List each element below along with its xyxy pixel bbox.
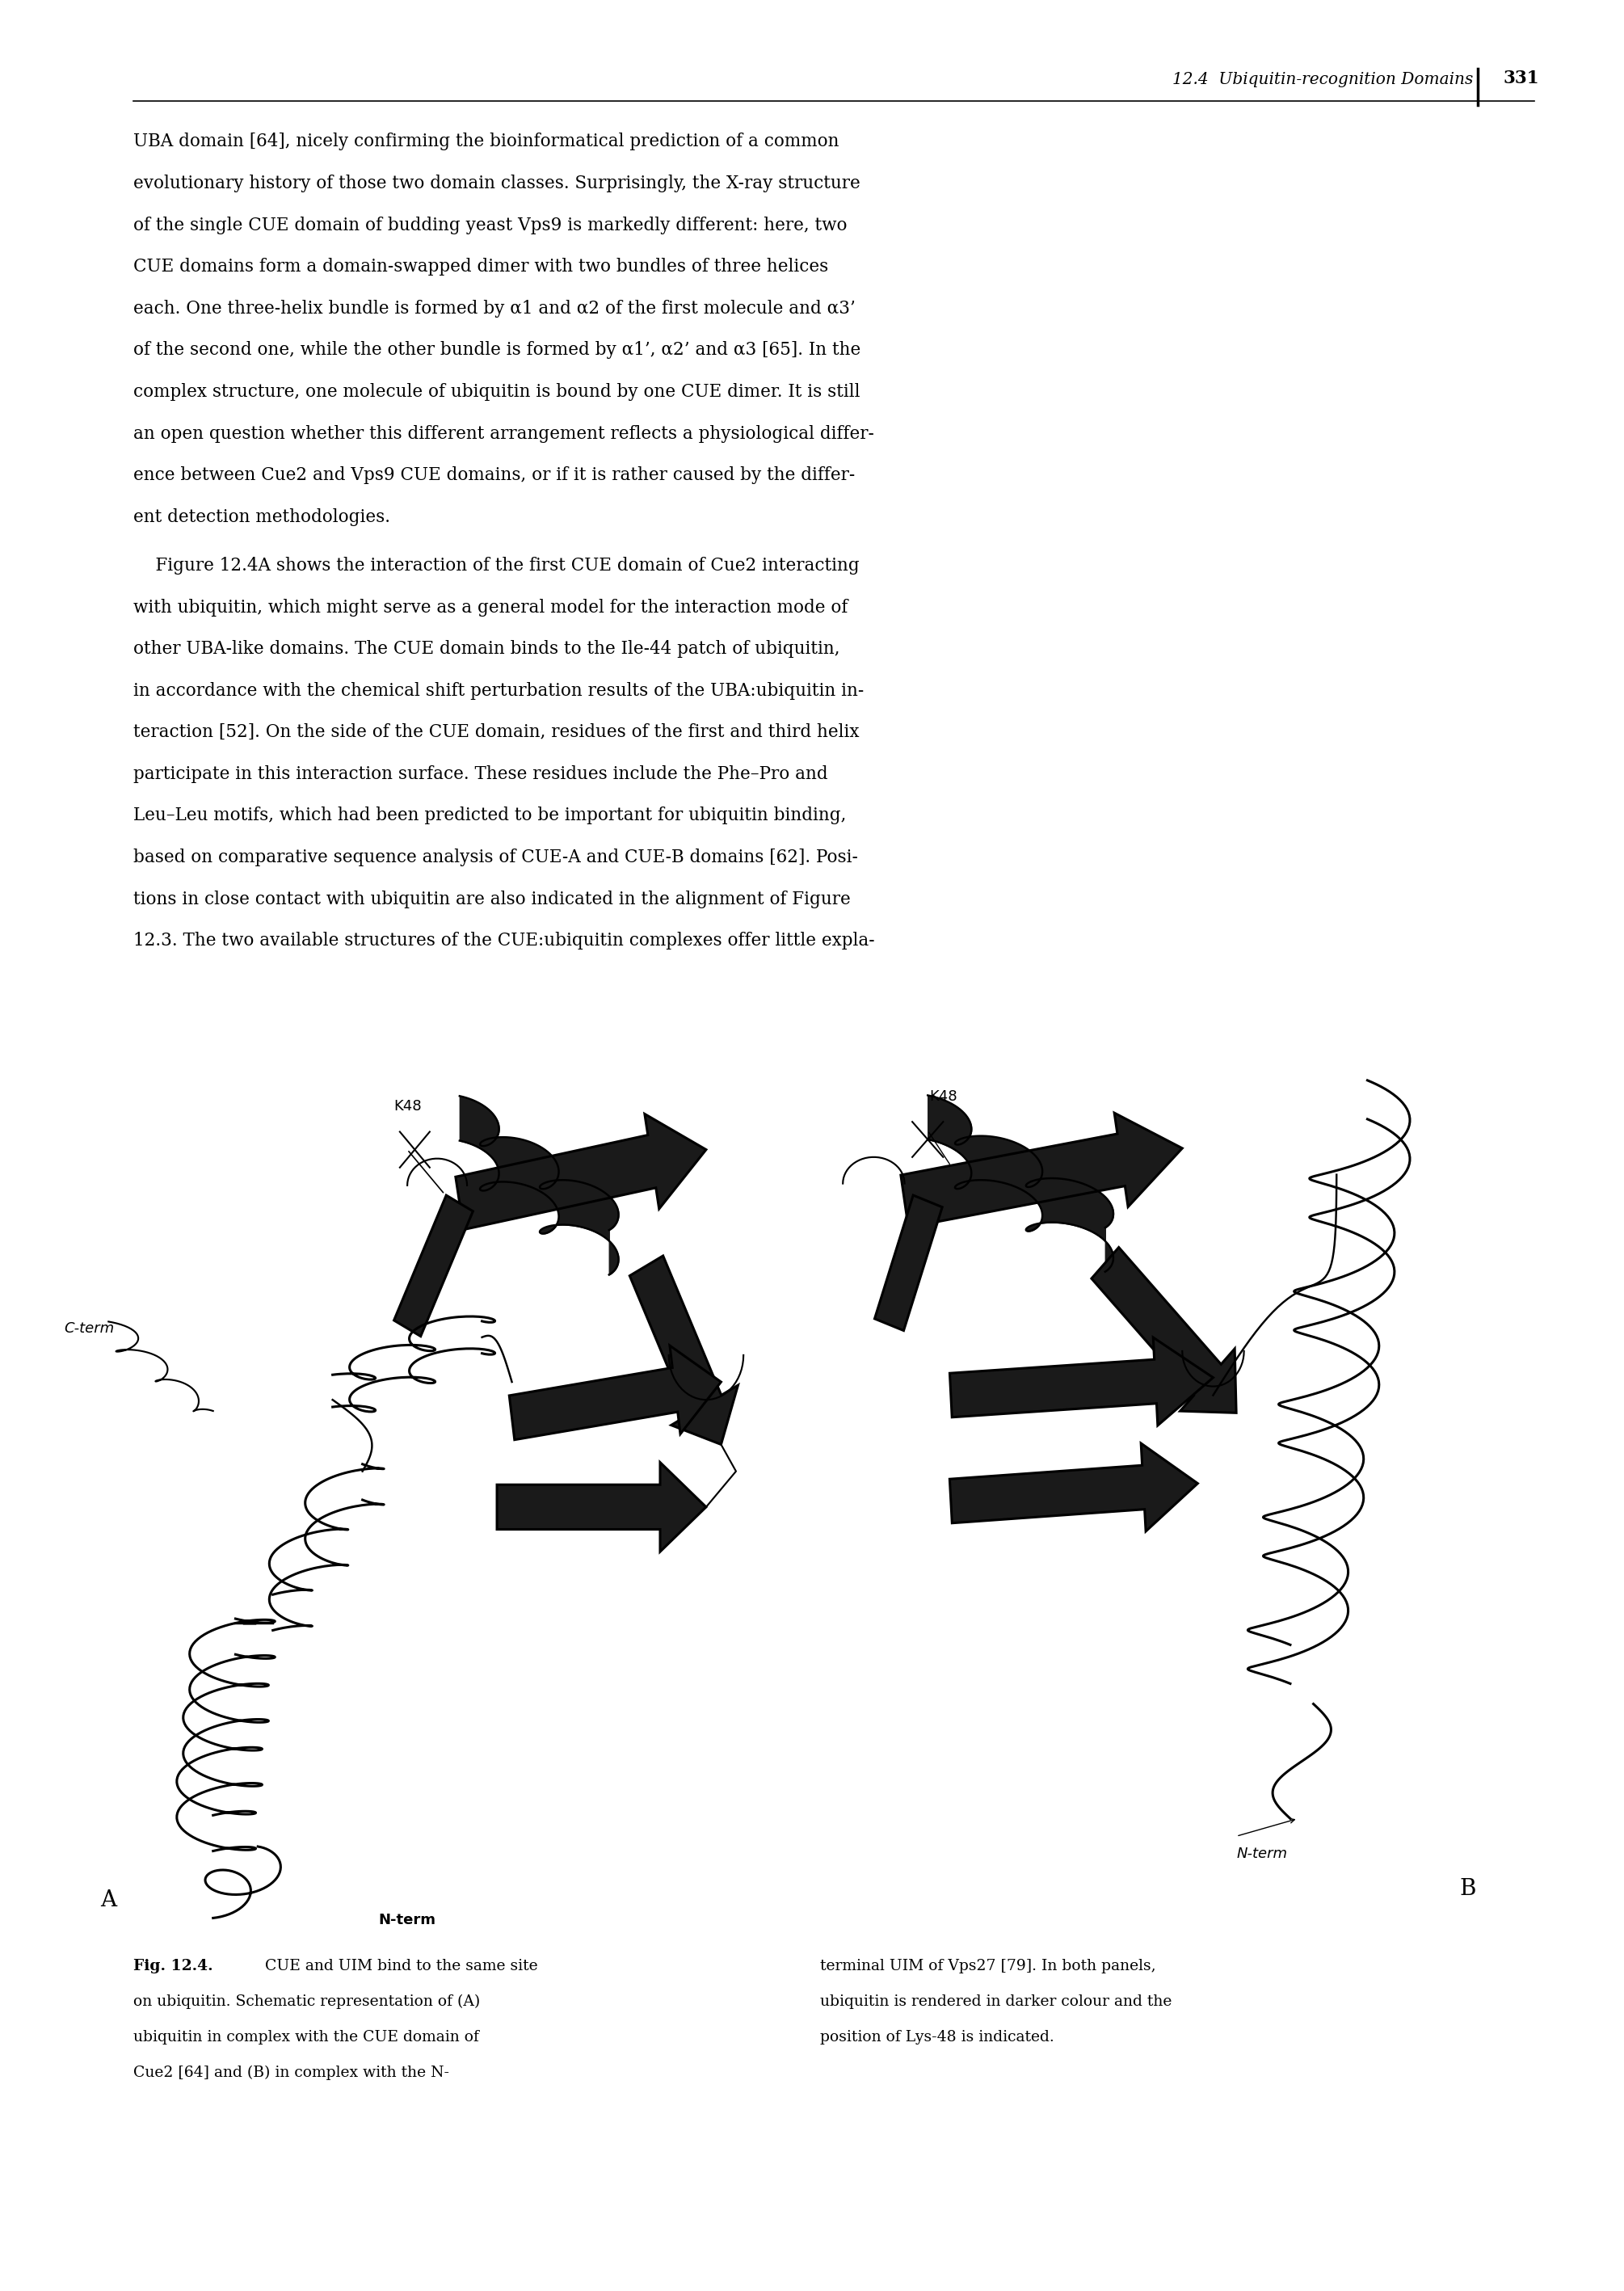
Text: 12.3. The two available structures of the CUE:ubiquitin complexes offer little e: 12.3. The two available structures of th… (133, 932, 875, 951)
Polygon shape (497, 1462, 706, 1551)
Text: UBA domain [64], nicely confirming the bioinformatical prediction of a common: UBA domain [64], nicely confirming the b… (133, 133, 840, 151)
Text: evolutionary history of those two domain classes. Surprisingly, the X-ray struct: evolutionary history of those two domain… (133, 174, 861, 192)
Polygon shape (950, 1443, 1199, 1530)
Text: 331: 331 (1504, 69, 1540, 87)
Polygon shape (395, 1196, 473, 1336)
Text: 12.4  Ubiquitin-recognition Domains: 12.4 Ubiquitin-recognition Domains (1173, 71, 1473, 87)
Polygon shape (1091, 1246, 1236, 1414)
Text: position of Lys-48 is indicated.: position of Lys-48 is indicated. (820, 2030, 1054, 2044)
Text: of the second one, while the other bundle is formed by α1’, α2’ and α3 [65]. In : of the second one, while the other bundl… (133, 341, 861, 360)
Text: each. One three-helix bundle is formed by α1 and α2 of the first molecule and α3: each. One three-helix bundle is formed b… (133, 300, 856, 318)
Text: in accordance with the chemical shift perturbation results of the UBA:ubiquitin : in accordance with the chemical shift pe… (133, 683, 864, 699)
Text: N-term: N-term (1236, 1847, 1288, 1860)
Text: participate in this interaction surface. These residues include the Phe–Pro and: participate in this interaction surface.… (133, 765, 828, 784)
Text: Figure 12.4A shows the interaction of the first CUE domain of Cue2 interacting: Figure 12.4A shows the interaction of th… (133, 557, 859, 575)
Text: ubiquitin in complex with the CUE domain of: ubiquitin in complex with the CUE domain… (133, 2030, 479, 2044)
Text: A: A (101, 1890, 117, 1911)
Polygon shape (950, 1338, 1213, 1425)
Text: other UBA-like domains. The CUE domain binds to the Ile-44 patch of ubiquitin,: other UBA-like domains. The CUE domain b… (133, 639, 840, 658)
Text: with ubiquitin, which might serve as a general model for the interaction mode of: with ubiquitin, which might serve as a g… (133, 598, 848, 616)
Text: of the single CUE domain of budding yeast Vps9 is markedly different: here, two: of the single CUE domain of budding yeas… (133, 215, 848, 234)
Text: CUE domains form a domain-swapped dimer with two bundles of three helices: CUE domains form a domain-swapped dimer … (133, 259, 828, 275)
Text: ent detection methodologies.: ent detection methodologies. (133, 509, 390, 527)
Polygon shape (630, 1255, 737, 1443)
Text: ubiquitin is rendered in darker colour and the: ubiquitin is rendered in darker colour a… (820, 1993, 1173, 2009)
Text: CUE and UIM bind to the same site: CUE and UIM bind to the same site (255, 1959, 538, 1973)
Text: based on comparative sequence analysis of CUE-A and CUE-B domains [62]. Posi-: based on comparative sequence analysis o… (133, 848, 857, 866)
Text: on ubiquitin. Schematic representation of (A): on ubiquitin. Schematic representation o… (133, 1993, 481, 2009)
Text: Cue2 [64] and (B) in complex with the N-: Cue2 [64] and (B) in complex with the N- (133, 2066, 450, 2080)
Text: complex structure, one molecule of ubiquitin is bound by one CUE dimer. It is st: complex structure, one molecule of ubiqu… (133, 383, 861, 401)
Text: Leu–Leu motifs, which had been predicted to be important for ubiquitin binding,: Leu–Leu motifs, which had been predicted… (133, 806, 846, 825)
Text: B: B (1460, 1879, 1476, 1899)
Polygon shape (901, 1113, 1182, 1228)
Text: K48: K48 (929, 1091, 957, 1104)
Text: an open question whether this different arrangement reflects a physiological dif: an open question whether this different … (133, 424, 874, 442)
Text: ence between Cue2 and Vps9 CUE domains, or if it is rather caused by the differ-: ence between Cue2 and Vps9 CUE domains, … (133, 467, 854, 483)
Polygon shape (875, 1196, 942, 1331)
Text: tions in close contact with ubiquitin are also indicated in the alignment of Fig: tions in close contact with ubiquitin ar… (133, 891, 851, 907)
Polygon shape (510, 1345, 721, 1439)
Text: terminal UIM of Vps27 [79]. In both panels,: terminal UIM of Vps27 [79]. In both pane… (820, 1959, 1156, 1973)
Text: C-term: C-term (63, 1322, 114, 1336)
Polygon shape (456, 1113, 706, 1230)
Text: teraction [52]. On the side of the CUE domain, residues of the first and third h: teraction [52]. On the side of the CUE d… (133, 724, 859, 742)
Text: K48: K48 (393, 1100, 421, 1113)
Text: Fig. 12.4.: Fig. 12.4. (133, 1959, 213, 1973)
Text: N-term: N-term (378, 1913, 435, 1927)
